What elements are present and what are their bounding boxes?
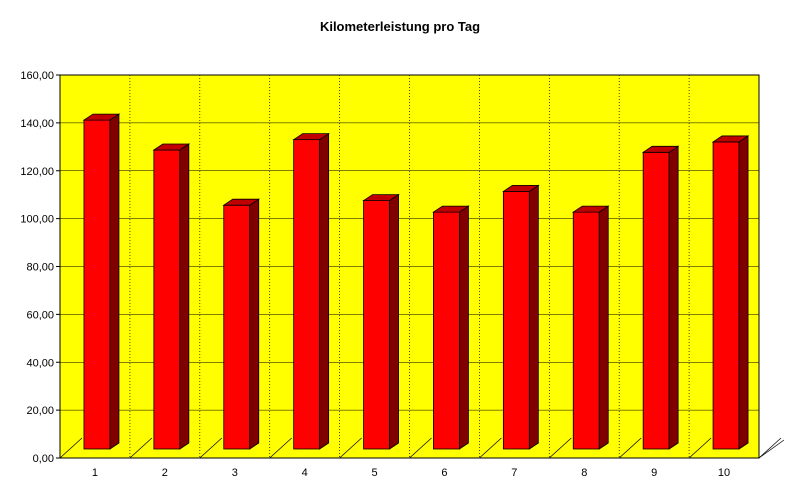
x-tick-label: 5 <box>371 467 377 479</box>
bar <box>82 113 121 450</box>
x-tick-label: 2 <box>162 467 168 479</box>
bar-top <box>362 194 400 202</box>
y-tick-label: 100,00 <box>20 214 54 226</box>
bar-top <box>641 145 680 153</box>
bar-front <box>502 190 530 450</box>
bar <box>362 193 400 450</box>
bar-front <box>642 151 670 450</box>
x-tick-label: 10 <box>718 467 730 479</box>
bar-top <box>432 205 470 213</box>
floor-line <box>688 437 712 459</box>
bar-side <box>389 193 399 450</box>
floor-line <box>479 437 502 459</box>
bar-front <box>363 200 390 450</box>
floor-line <box>269 437 292 459</box>
bar <box>571 205 610 450</box>
bar-front <box>712 141 740 450</box>
bar <box>292 132 330 450</box>
bar <box>502 184 540 450</box>
x-tick-label: 6 <box>441 467 447 479</box>
floor-line <box>549 437 572 459</box>
x-tick-label: 1 <box>92 467 98 479</box>
bar <box>641 145 680 450</box>
bar-top <box>711 135 750 143</box>
bar-side <box>459 205 469 450</box>
bar-side <box>738 135 749 450</box>
bar <box>432 205 470 450</box>
bar-side <box>319 132 330 450</box>
bar-side <box>249 198 260 450</box>
x-tick-label: 8 <box>581 467 587 479</box>
bar <box>711 135 750 450</box>
y-tick-label: 140,00 <box>20 118 54 130</box>
bar-top <box>152 143 191 151</box>
bar-side <box>598 205 609 450</box>
y-tick-label: 0,00 <box>33 453 54 465</box>
floor-line <box>199 437 223 459</box>
bar-front <box>572 211 600 450</box>
y-tick-label: 120,00 <box>20 166 54 178</box>
floor-line <box>758 437 782 459</box>
bar-top <box>292 133 330 141</box>
chart-title: Kilometerleistung pro Tag <box>319 19 481 34</box>
axes: 0,00 20,00 40,00 60,00 80,00 100,00 120,00 140,… <box>20 70 759 479</box>
bar-front <box>293 139 321 450</box>
bar <box>152 143 191 450</box>
x-tick-label: 7 <box>511 467 517 479</box>
y-tick-label: 60,00 <box>26 309 54 321</box>
bars <box>82 113 750 450</box>
bar-top <box>571 205 610 213</box>
x-tick-label: 3 <box>232 467 238 479</box>
bar-top <box>222 198 261 206</box>
bar-front <box>153 149 181 450</box>
bar-top <box>82 113 121 121</box>
bar-side <box>109 113 120 450</box>
y-tick-label: 40,00 <box>26 357 54 369</box>
floor-line <box>129 437 153 459</box>
floor-line <box>758 439 785 459</box>
bar-side <box>528 184 539 450</box>
bar-front <box>83 119 111 450</box>
bar-front <box>223 204 251 450</box>
bar <box>222 198 261 450</box>
x-tick-label: 9 <box>651 467 657 479</box>
bar-side <box>179 143 190 450</box>
floor-line <box>618 437 642 459</box>
y-tick-label: 20,00 <box>26 405 54 417</box>
bar-top <box>502 184 540 192</box>
floor-line <box>59 437 83 459</box>
y-tick-label: 80,00 <box>26 262 54 274</box>
y-tick-label: 160,00 <box>20 70 54 82</box>
bar-side <box>668 145 679 450</box>
floor-line <box>409 437 432 459</box>
bar-front <box>433 211 460 450</box>
x-tick-label: 4 <box>302 467 308 479</box>
floor-line <box>339 437 362 459</box>
